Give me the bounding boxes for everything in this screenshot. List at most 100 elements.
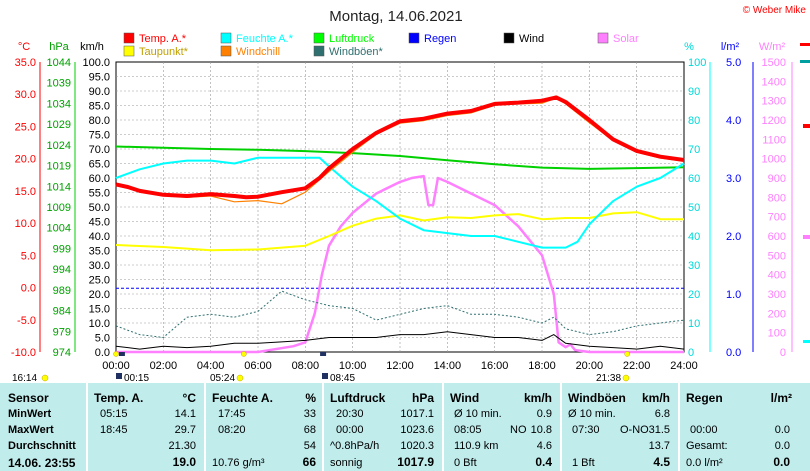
- percent-tick: 60: [688, 173, 700, 185]
- windboen-header: Windböen: [568, 391, 626, 405]
- solar-tick: 600: [768, 231, 786, 243]
- hpa-unit: hPa: [49, 41, 69, 53]
- windboen-max-time: 07:30: [572, 424, 600, 436]
- percent-tick: 70: [688, 144, 700, 156]
- solar-tick: 0: [780, 347, 786, 359]
- table-separator: [678, 383, 680, 471]
- windboen-bft: 1 Bft: [572, 457, 595, 469]
- hpa-tick: 1014: [47, 181, 71, 193]
- hpa-tick: 999: [53, 243, 71, 255]
- legend-label: Feuchte A.*: [236, 33, 294, 45]
- celsius-tick: 0.0: [21, 283, 36, 295]
- hpa-tick: 994: [53, 264, 71, 276]
- chart-title: Montag, 14.06.2021: [329, 8, 462, 25]
- celsius-tick: 35.0: [15, 57, 36, 69]
- sensor-header: Sensor: [8, 391, 49, 405]
- regen-max-time: 00:00: [690, 424, 718, 436]
- hpa-tick: 1009: [47, 202, 71, 214]
- solar-tick: 1400: [762, 76, 786, 88]
- hpa-tick: 989: [53, 285, 71, 297]
- time-tick: 00:00: [102, 360, 130, 372]
- luftdruck-unit: hPa: [411, 391, 434, 405]
- celsius-tick: 10.0: [15, 218, 36, 230]
- hpa-tick: 1019: [47, 161, 71, 173]
- luftdruck-trend: ^0.8hPa/h: [330, 440, 380, 452]
- percent-tick: 90: [688, 86, 700, 98]
- legend: Temp. A.* Feuchte A.* Luftdruck Regen Wind So…: [123, 32, 639, 58]
- time-tick: 12:00: [386, 360, 414, 372]
- legend-swatch: [313, 45, 325, 57]
- luftdruck-now: 1017.9: [397, 455, 434, 469]
- edge-teal-mark: [800, 60, 810, 63]
- feuchte-max: 68: [303, 424, 316, 436]
- solar-tick: 1300: [762, 96, 786, 108]
- time-tick: 04:00: [197, 360, 225, 372]
- table-col-sensor: Sensor MinWert MaxWert Durchschnitt 14.0…: [0, 383, 86, 471]
- kmh-tick: 85.0: [89, 101, 110, 113]
- regen-now: 0.0: [773, 455, 790, 469]
- feuchte-min: 33: [303, 408, 316, 420]
- kmh-tick: 10.0: [89, 318, 110, 330]
- regen-unit: l/m²: [770, 391, 792, 405]
- celsius-tick: -5.0: [17, 315, 36, 327]
- percent-tick: 30: [688, 260, 700, 272]
- sunrise-marker-label: 16:14: [12, 373, 37, 383]
- solar-tick: 300: [768, 289, 786, 301]
- table-separator: [442, 383, 444, 471]
- right-edge-fragment: [800, 43, 810, 343]
- kmh-tick: 0.0: [95, 347, 110, 359]
- temp-now: 19.0: [172, 455, 196, 469]
- time-tick: 18:00: [528, 360, 556, 372]
- percent-tick: 100: [688, 57, 706, 69]
- celsius-unit: °C: [18, 41, 30, 53]
- luftdruck-max-time: 00:00: [336, 424, 364, 436]
- legend-swatch: [123, 32, 135, 44]
- percent-tick: 50: [688, 202, 700, 214]
- time-tick: 20:00: [576, 360, 604, 372]
- luftdruck-min: 1017.1: [400, 408, 434, 420]
- windboen-avg: 13.7: [648, 440, 670, 452]
- wind-bft: 0 Bft: [454, 457, 477, 469]
- table-separator: [560, 383, 562, 471]
- kmh-tick: 20.0: [89, 289, 110, 301]
- windboen-max: 31.5: [648, 424, 670, 436]
- luftdruck-header: Luftdruck: [330, 391, 386, 405]
- table-col-wind: Wind km/h Ø 10 min. 0.9 08:05 NO 10.8 11…: [444, 383, 560, 471]
- sun-axis-dot: [113, 351, 119, 357]
- durchschnitt-label: Durchschnitt: [8, 440, 76, 452]
- legend-label: Luftdruck: [329, 33, 375, 45]
- feuchte-avg: 54: [303, 440, 316, 452]
- regen-total: 0.0: [774, 440, 790, 452]
- kmh-tick: 100.0: [82, 57, 110, 69]
- hpa-tick: 979: [53, 326, 71, 338]
- wind-min: 0.9: [536, 408, 552, 420]
- maxwert-label: MaxWert: [8, 424, 54, 436]
- solar-tick: 900: [768, 173, 786, 185]
- table-col-temp: Temp. A. °C 05:15 14.1 18:45 29.7 21.30 …: [88, 383, 204, 471]
- axes: 35.0 30.0 25.0 20.0 15.0 10.0 5.0 0.0 -5.0 -10.0 1…: [11, 57, 793, 372]
- rain-tick: 0.0: [726, 347, 741, 359]
- sun-icon: [41, 374, 49, 382]
- wind-unit: km/h: [523, 391, 552, 405]
- rain-tick: 5.0: [726, 57, 741, 69]
- rain-tick: 3.0: [726, 173, 741, 185]
- feuchte-unit: %: [305, 391, 316, 405]
- moon-marker-label: 00:15: [124, 373, 149, 383]
- kmh-tick: 95.0: [89, 72, 110, 84]
- sunrise-marker-label: 05:24: [210, 373, 235, 383]
- feuchte-now-extra: 10.76 g/m³: [212, 457, 265, 469]
- hpa-tick: 984: [53, 306, 71, 318]
- feuchte-min-time: 17:45: [218, 408, 246, 420]
- current-time-label: 14.06. 23:55: [8, 456, 76, 470]
- wind-header: Wind: [450, 391, 480, 405]
- series-line-solar: [116, 174, 684, 354]
- legend-swatch: [220, 32, 232, 44]
- regen-total-label: Gesamt:: [686, 440, 728, 452]
- percent-tick: 40: [688, 231, 700, 243]
- moon-axis-dot: [320, 352, 327, 356]
- solar-tick: 800: [768, 192, 786, 204]
- solar-tick: 400: [768, 270, 786, 282]
- celsius-tick: 25.0: [15, 121, 36, 133]
- luftdruck-max: 1023.6: [400, 424, 434, 436]
- sun-axis-dot: [624, 351, 630, 357]
